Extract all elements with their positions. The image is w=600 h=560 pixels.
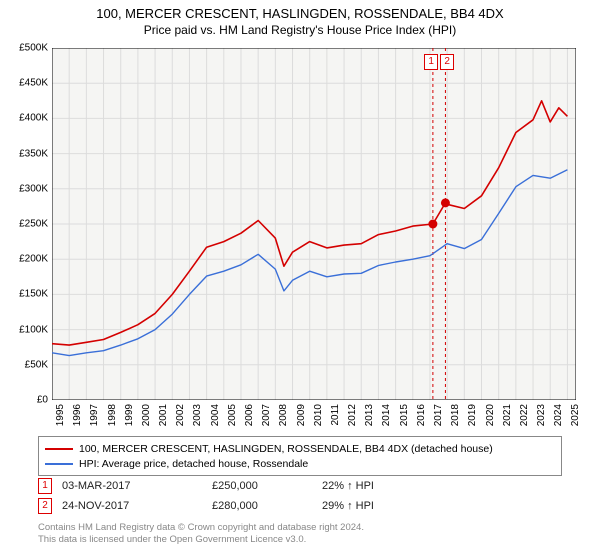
x-tick-label: 2005	[227, 404, 238, 426]
footer-line-2: This data is licensed under the Open Gov…	[38, 534, 562, 546]
title-block: 100, MERCER CRESCENT, HASLINGDEN, ROSSEN…	[0, 0, 600, 37]
legend-label-1: 100, MERCER CRESCENT, HASLINGDEN, ROSSEN…	[79, 443, 493, 455]
annotation-price-1: £250,000	[212, 480, 322, 492]
annotation-date-2: 24-NOV-2017	[52, 500, 212, 512]
x-tick-label: 2001	[158, 404, 169, 426]
chart-svg	[52, 48, 576, 400]
x-tick-label: 2014	[381, 404, 392, 426]
legend-swatch-1	[45, 448, 73, 450]
x-tick-label: 2008	[278, 404, 289, 426]
x-tick-label: 2023	[536, 404, 547, 426]
x-tick-label: 2021	[502, 404, 513, 426]
x-tick-label: 2011	[330, 404, 341, 426]
x-tick-label: 2004	[210, 404, 221, 426]
x-tick-label: 2012	[347, 404, 358, 426]
x-tick-label: 2013	[364, 404, 375, 426]
y-tick-label: £0	[0, 395, 48, 406]
x-tick-label: 2000	[141, 404, 152, 426]
legend-item-1: 100, MERCER CRESCENT, HASLINGDEN, ROSSEN…	[45, 441, 555, 456]
annotation-rows: 1 03-MAR-2017 £250,000 22% ↑ HPI 2 24-NO…	[38, 476, 562, 516]
x-tick-label: 2024	[553, 404, 564, 426]
x-tick-label: 1995	[55, 404, 66, 426]
marker-badges-top: 1 2	[424, 54, 454, 70]
chart-subtitle: Price paid vs. HM Land Registry's House …	[0, 23, 600, 37]
y-tick-label: £150K	[0, 289, 48, 300]
x-tick-label: 2019	[467, 404, 478, 426]
y-tick-label: £300K	[0, 183, 48, 194]
x-tick-label: 2022	[519, 404, 530, 426]
y-tick-label: £100K	[0, 324, 48, 335]
x-tick-label: 2009	[296, 404, 307, 426]
y-tick-label: £50K	[0, 359, 48, 370]
x-tick-label: 2010	[313, 404, 324, 426]
annotation-row-1: 1 03-MAR-2017 £250,000 22% ↑ HPI	[38, 476, 562, 496]
chart-area: 1 2	[52, 48, 576, 400]
annotation-row-2: 2 24-NOV-2017 £280,000 29% ↑ HPI	[38, 496, 562, 516]
y-tick-label: £350K	[0, 148, 48, 159]
footer-line-1: Contains HM Land Registry data © Crown c…	[38, 522, 562, 534]
annotation-pct-1: 22% ↑ HPI	[322, 480, 442, 492]
legend-item-2: HPI: Average price, detached house, Ross…	[45, 456, 555, 471]
x-tick-label: 2015	[399, 404, 410, 426]
x-tick-label: 2016	[416, 404, 427, 426]
x-tick-label: 1996	[72, 404, 83, 426]
y-tick-label: £450K	[0, 78, 48, 89]
marker-badge-1: 1	[424, 54, 438, 70]
x-tick-label: 2003	[192, 404, 203, 426]
annotation-price-2: £280,000	[212, 500, 322, 512]
x-tick-label: 2006	[244, 404, 255, 426]
annotation-badge-2: 2	[38, 498, 52, 514]
y-tick-label: £200K	[0, 254, 48, 265]
y-tick-label: £500K	[0, 43, 48, 54]
annotation-pct-2: 29% ↑ HPI	[322, 500, 442, 512]
x-tick-label: 2002	[175, 404, 186, 426]
x-tick-label: 2020	[485, 404, 496, 426]
legend-box: 100, MERCER CRESCENT, HASLINGDEN, ROSSEN…	[38, 436, 562, 476]
x-tick-label: 2007	[261, 404, 272, 426]
annotation-date-1: 03-MAR-2017	[52, 480, 212, 492]
x-tick-label: 2018	[450, 404, 461, 426]
footer-text: Contains HM Land Registry data © Crown c…	[38, 522, 562, 547]
y-tick-label: £250K	[0, 219, 48, 230]
annotation-badge-1: 1	[38, 478, 52, 494]
x-tick-label: 1997	[89, 404, 100, 426]
x-tick-label: 1998	[107, 404, 118, 426]
chart-title: 100, MERCER CRESCENT, HASLINGDEN, ROSSEN…	[0, 6, 600, 21]
x-tick-label: 2025	[570, 404, 581, 426]
legend-label-2: HPI: Average price, detached house, Ross…	[79, 458, 308, 470]
legend-swatch-2	[45, 463, 73, 465]
x-tick-label: 1999	[124, 404, 135, 426]
marker-badge-2: 2	[440, 54, 454, 70]
y-tick-label: £400K	[0, 113, 48, 124]
x-tick-label: 2017	[433, 404, 444, 426]
